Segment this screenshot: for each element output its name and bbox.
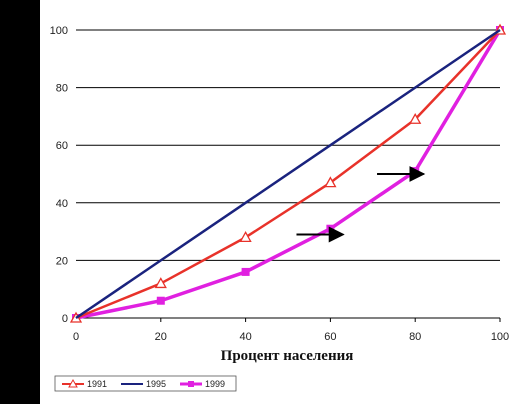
x-tick-label-0: 0 — [73, 331, 79, 343]
legend-box — [54, 375, 237, 392]
legend-label-1995: 1995 — [146, 379, 166, 389]
plot-background — [40, 0, 516, 404]
y-tick-label-100: 100 — [50, 25, 68, 37]
x-tick-label-100: 100 — [491, 331, 509, 343]
annotations — [296, 166, 426, 243]
x-tick-label-60: 60 — [324, 331, 336, 343]
y-tick-label-40: 40 — [56, 198, 68, 210]
series — [69, 23, 507, 323]
point-1991-80 — [409, 112, 422, 124]
y-tick-label-0: 0 — [62, 313, 68, 325]
grid — [76, 29, 500, 261]
legend: 1991 1995 1999 — [62, 378, 225, 389]
x-tick-label-40: 40 — [239, 331, 251, 343]
point-1999-60 — [326, 224, 335, 233]
series-line-1991 — [75, 29, 501, 320]
x-tick-label-80: 80 — [409, 331, 421, 343]
tick-labels: 0 20 40 60 80 100 0 20 40 60 80 100 — [50, 25, 510, 343]
legend-label-1991: 1991 — [87, 379, 107, 389]
y-tick-label-80: 80 — [56, 83, 68, 95]
y-tick-label-60: 60 — [56, 140, 68, 152]
point-1999-20 — [156, 296, 165, 305]
x-axis-label: Процент населения — [221, 348, 354, 364]
legend-marker-1991 — [68, 378, 78, 388]
point-1991-20 — [154, 277, 167, 289]
x-tick-label-20: 20 — [155, 331, 167, 343]
legend-marker-1999 — [188, 381, 194, 387]
point-1991-40 — [239, 231, 252, 243]
series-line-1995 — [75, 28, 501, 320]
legend-label-1999: 1999 — [205, 379, 225, 389]
point-1991-60 — [324, 176, 337, 188]
point-1999-40 — [241, 267, 250, 276]
series-line-1999 — [75, 29, 502, 320]
y-tick-label-20: 20 — [56, 255, 68, 267]
